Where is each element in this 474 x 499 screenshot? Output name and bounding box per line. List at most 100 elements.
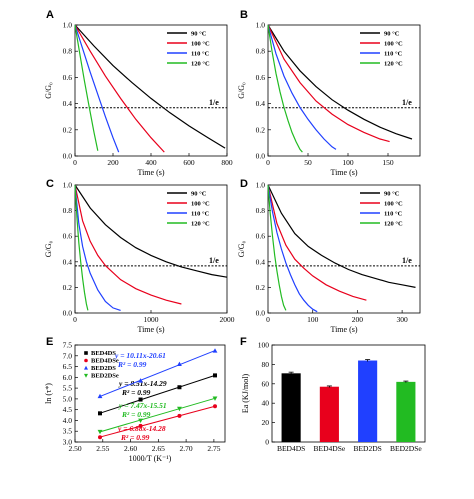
x-tick-label: 2.50 <box>68 444 81 453</box>
fit-equation: y = 6.88x-14.28 <box>117 424 166 433</box>
fit-r2: R² = 0.99 <box>120 433 150 442</box>
x-tick-label: 0 <box>73 315 77 324</box>
legend-label: 100 °C <box>191 200 210 207</box>
panel-b: B 0.0 0.2 0.4 0.6 0.8 1.0 0 50 100 150 Time (s) G/G₀… <box>237 9 421 177</box>
y-tick-label: 0.0 <box>256 152 266 161</box>
y-tick-label: 3.0 <box>63 438 73 447</box>
x-tick-label: 200 <box>352 315 364 324</box>
legend-label: BED2DS <box>91 365 116 372</box>
legend-marker <box>84 351 88 355</box>
panel-e: E 3.0 3.5 4.0 4.5 5.05.5 6.0 6.5 7.07.5 2.50 2.55 2… <box>44 336 226 463</box>
fit-equation: y = 8.51x-14.29 <box>118 379 167 388</box>
y-tick-label: 7.0 <box>63 351 73 360</box>
fit-r2: R² = 0.99 <box>121 388 151 397</box>
bar <box>358 360 378 442</box>
legend-label: BED4DSe <box>91 358 119 365</box>
panel-a: A 0.0 0.2 0.4 0.6 0.8 1.0 0 200 400 600 800 Time (s)… <box>44 9 233 177</box>
x-tick-label: 800 <box>221 158 233 167</box>
legend-label: 110 °C <box>191 50 210 57</box>
legend-label: 100 °C <box>191 40 210 47</box>
legend-label: 120 °C <box>191 220 210 227</box>
fit-equation: y = 7.47x-15.51 <box>118 401 167 410</box>
data-point <box>177 406 182 412</box>
x-tick-label: 2000 <box>220 315 235 324</box>
y-tick-label: 5.5 <box>63 384 73 393</box>
legend-label: BED4DS <box>91 350 116 357</box>
data-point <box>177 413 182 418</box>
series-line <box>267 184 287 311</box>
panel-letter: B <box>240 9 248 21</box>
series-line <box>267 24 390 143</box>
x-tick-label: 400 <box>145 158 157 167</box>
y-tick-label: 1.0 <box>256 181 266 190</box>
data-point <box>212 396 218 401</box>
y-tick-label: 80 <box>262 360 270 369</box>
x-tick-label: 0 <box>266 158 270 167</box>
reference-label: 1/e <box>209 256 219 265</box>
reference-label: 1/e <box>402 256 412 265</box>
series-line <box>267 184 416 288</box>
series-line <box>74 24 99 151</box>
legend-label: 100 °C <box>384 200 403 207</box>
x-axis-label: 1000/T (K⁻¹) <box>129 454 172 463</box>
fit-line <box>99 374 216 414</box>
series-line <box>74 24 165 153</box>
y-tick-label: 0.6 <box>256 232 266 241</box>
y-tick-label: 0.2 <box>63 125 73 134</box>
fit-r2: R² = 0.99 <box>117 360 147 369</box>
y-tick-label: 0.4 <box>256 99 266 108</box>
legend-marker <box>84 373 88 378</box>
y-tick-label: 3.5 <box>63 427 73 436</box>
y-tick-label: 0.4 <box>63 257 73 266</box>
y-tick-label: 4.5 <box>63 405 73 414</box>
legend-label: 100 °C <box>384 40 403 47</box>
y-tick-label: 0.6 <box>63 73 73 82</box>
y-tick-label: 4.0 <box>63 416 73 425</box>
legend-label: 90 °C <box>384 190 400 197</box>
y-tick-label: 100 <box>258 341 270 350</box>
y-tick-label: 0.4 <box>63 99 73 108</box>
y-tick-label: 6.0 <box>63 373 73 382</box>
fit-line <box>99 397 216 433</box>
legend-label: 110 °C <box>384 50 403 57</box>
series-line <box>267 184 367 301</box>
legend-marker <box>84 365 88 370</box>
x-tick-label: 200 <box>107 158 119 167</box>
data-point <box>213 373 217 378</box>
data-point <box>97 393 103 399</box>
panel-f: F 0 20 40 60 80 100 Ea (KJ/mol) BED4DS BED4DSe BED… <box>240 336 426 453</box>
legend-label: 120 °C <box>384 60 403 67</box>
series-line <box>74 184 228 278</box>
y-axis-label: G/G₀ <box>237 82 246 99</box>
x-tick-label: 600 <box>183 158 195 167</box>
reference-label: 1/e <box>209 98 219 107</box>
x-tick-label: BED2DSe <box>390 444 422 453</box>
y-tick-label: 0.6 <box>256 73 266 82</box>
y-tick-label: 0.2 <box>256 283 266 292</box>
y-tick-label: 0 <box>265 438 269 447</box>
y-tick-label: 1.0 <box>63 181 73 190</box>
data-point <box>138 418 143 424</box>
x-tick-label: BED2DS <box>353 444 381 453</box>
x-axis-label: Time (s) <box>330 168 357 177</box>
x-tick-label: 50 <box>304 158 312 167</box>
y-tick-label: 0.0 <box>256 309 266 318</box>
y-tick-label: 7.5 <box>63 341 73 350</box>
y-tick-label: 0.6 <box>63 232 73 241</box>
x-tick-label: BED4DS <box>277 444 305 453</box>
x-tick-label: 0 <box>266 315 270 324</box>
y-tick-label: 0.4 <box>256 257 266 266</box>
legend-marker <box>84 358 88 363</box>
y-tick-label: 0.2 <box>256 125 266 134</box>
y-axis-label: G/G₀ <box>44 82 53 99</box>
y-tick-label: 1.0 <box>256 21 266 30</box>
x-tick-label: 100 <box>342 158 354 167</box>
y-axis-label: ln (τ*) <box>44 383 53 404</box>
plot-frame <box>267 184 421 314</box>
fit-line <box>99 405 216 438</box>
x-tick-label: 2.65 <box>152 444 165 453</box>
x-tick-label: BED4DSe <box>314 444 346 453</box>
legend-label: BED2DSe <box>91 373 119 380</box>
series-line <box>74 184 182 305</box>
